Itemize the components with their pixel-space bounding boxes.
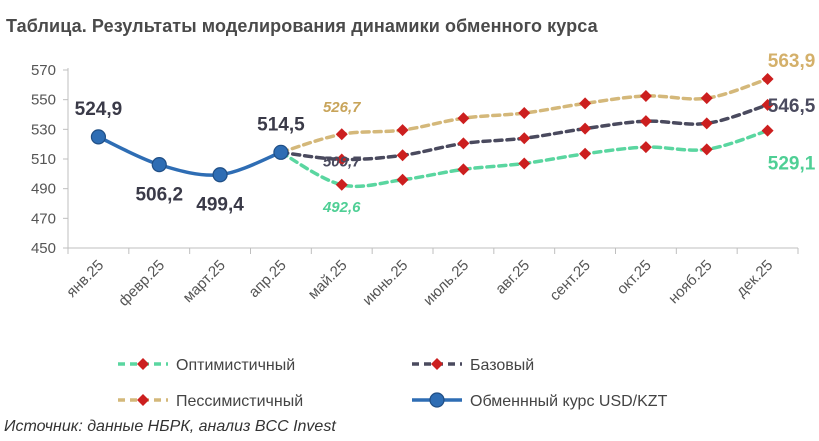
optimistic-point [396,173,409,186]
pessimistic-point [700,92,713,105]
base-point [396,149,409,162]
data-label: 526,7 [323,99,361,116]
optimistic-point [700,143,713,156]
pessimistic-point [335,128,348,141]
legend-swatch-marker [137,394,149,406]
legend-swatch-marker [431,358,443,370]
legend-label: Оптимистичный [176,357,295,374]
y-tick-label: 510 [31,151,56,168]
pessimistic-point [639,89,652,102]
x-tick-label: февр.25 [115,257,168,310]
data-label: 529,1 [768,154,816,175]
x-tick-label: янв.25 [63,257,107,301]
data-label: 499,4 [196,195,244,216]
data-label: 524,9 [75,99,123,120]
data-label: 509,7 [323,153,361,170]
data-label: 546,5 [768,96,816,117]
base-point [457,137,470,150]
x-tick-label: окт.25 [614,257,655,298]
chart-data-labels: 524,9 506,2 499,4 514,5 526,7 509,7 492,6 563,9… [75,51,816,216]
x-tick-label: сент.25 [546,257,594,305]
x-tick-label: дек.25 [733,257,776,300]
chart-legend: Оптимистичный Базовый Пессимистичный Обменн… [118,357,668,410]
pessimistic-point [457,112,470,125]
base-point [761,98,774,111]
optimistic-point [639,141,652,154]
series-line-actual [96,135,283,177]
base-point [518,132,531,145]
legend-item-actual: Обменнный курс USD/KZT [412,392,668,410]
optimistic-point [457,163,470,176]
x-tick-label: авг.25 [492,257,533,298]
optimistic-point [518,157,531,170]
data-label: 514,5 [257,114,305,135]
y-tick-label: 570 [31,62,56,79]
x-tick-label: май.25 [305,257,351,303]
legend-label: Пессимистичный [176,393,303,410]
x-tick-label: нояб.25 [665,257,715,307]
data-label: 563,9 [768,51,816,72]
optimistic-point [579,147,592,160]
legend-item-base: Базовый [412,357,534,374]
x-tick-label: март.25 [180,257,229,306]
base-point [639,115,652,128]
legend-swatch-marker [137,358,149,370]
chart-lines [96,77,770,189]
data-label: 492,6 [322,199,361,216]
pessimistic-point [518,107,531,120]
y-tick-label: 450 [31,240,56,257]
x-tick-label: июль.25 [420,257,472,309]
optimistic-point [335,178,348,191]
data-label: 506,2 [135,185,183,206]
y-tick-label: 470 [31,210,56,227]
legend-label: Базовый [470,357,534,374]
pessimistic-point [761,73,774,86]
actual-point [273,144,289,160]
legend-label: Обменнный курс USD/KZT [470,393,668,410]
legend-item-optimistic: Оптимистичный [118,357,295,374]
x-tick-label: июнь.25 [359,257,411,309]
chart-title: Таблица. Результаты моделирования динами… [6,16,598,36]
optimistic-point [761,124,774,137]
base-point [579,122,592,135]
base-point [335,153,348,166]
y-tick-label: 550 [31,92,56,109]
actual-point [90,129,107,145]
legend-item-pessimistic: Пессимистичный [118,393,303,410]
legend-swatch-marker [429,392,445,408]
base-point [700,117,713,130]
pessimistic-point [396,124,409,137]
y-tick-label: 490 [31,181,56,198]
actual-point [212,167,228,183]
y-tick-label: 530 [31,121,56,138]
x-tick-label: апр.25 [245,257,289,301]
source-note: Источник: данные НБРК, анализ BCC Invest [4,418,336,435]
pessimistic-point [579,97,592,110]
actual-point [151,157,167,173]
chart-markers [90,73,774,191]
